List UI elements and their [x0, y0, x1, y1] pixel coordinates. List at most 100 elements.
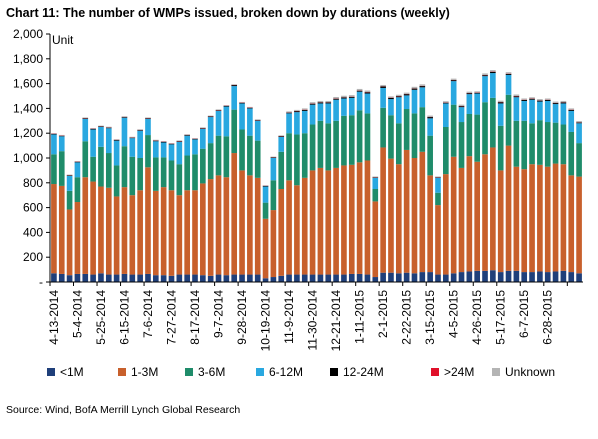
bar-segment	[427, 118, 433, 136]
bar-segment	[301, 133, 308, 178]
bar-stack	[192, 138, 198, 282]
bar-segment	[490, 270, 496, 282]
bar-segment	[254, 177, 261, 275]
bar-segment	[168, 275, 175, 282]
bar-segment	[270, 158, 277, 181]
bar-segment	[192, 274, 198, 282]
bar-segment	[552, 103, 559, 105]
bar-stack	[505, 72, 512, 282]
bar-segment	[254, 120, 261, 141]
bar-segment	[356, 273, 363, 282]
bar-stack	[356, 88, 363, 282]
bar-stack	[215, 109, 222, 282]
bar-segment	[490, 71, 496, 74]
bar-stack	[286, 111, 292, 282]
y-tick-label: -	[39, 275, 43, 289]
bar-segment	[325, 123, 332, 171]
bar-segment	[364, 90, 371, 93]
bar-segment	[419, 87, 426, 108]
bar-segment	[223, 177, 230, 276]
bar-segment	[364, 93, 371, 114]
bar-segment	[482, 75, 488, 77]
bar-segment	[74, 273, 81, 282]
bar-segment	[145, 167, 151, 274]
bar-segment	[435, 205, 441, 275]
bar-segment	[380, 86, 386, 88]
bar-segment	[521, 169, 528, 273]
bar-segment	[152, 139, 159, 141]
bar-segment	[113, 140, 120, 166]
x-tick-label: 5-17-2015	[494, 290, 508, 345]
bar-segment	[207, 116, 214, 118]
bar-segment	[168, 160, 175, 191]
bar-segment	[145, 117, 151, 119]
bar-segment	[529, 97, 535, 99]
bar-segment	[490, 147, 496, 271]
bar-segment	[145, 273, 151, 282]
bar-stack	[513, 94, 520, 282]
bar-segment	[184, 155, 190, 191]
bar-segment	[129, 274, 136, 282]
bar-segment	[544, 122, 551, 167]
bar-segment	[576, 122, 582, 124]
bar-segment	[207, 275, 214, 282]
bar-segment	[129, 138, 136, 157]
bar-segment	[576, 273, 582, 282]
legend-item: 6-12M	[256, 365, 303, 379]
bar-segment	[82, 177, 89, 274]
bar-segment	[544, 272, 551, 282]
x-tick-label: 8-17-2014	[188, 290, 202, 345]
bar-stack	[301, 108, 308, 282]
bar-segment	[129, 156, 136, 196]
legend-item: 12-24M	[330, 365, 384, 379]
bar-segment	[466, 113, 473, 157]
bar-segment	[270, 210, 277, 278]
y-tick-label: 200	[23, 250, 43, 264]
bar-segment	[466, 156, 473, 272]
bar-segment	[372, 277, 379, 282]
bar-segment	[372, 176, 379, 178]
bar-segment	[168, 143, 175, 144]
bar-segment	[152, 157, 159, 191]
bar-segment	[239, 101, 245, 103]
bar-segment	[348, 97, 355, 116]
bar-stack	[529, 97, 535, 282]
bar-segment	[403, 149, 410, 273]
bar-segment	[98, 273, 104, 282]
bar-segment	[435, 274, 441, 282]
bar-segment	[160, 141, 167, 143]
bar-segment	[137, 130, 143, 158]
bar-segment	[66, 175, 73, 191]
x-tick-label: 1-11-2015	[353, 290, 367, 344]
bar-segment	[98, 125, 104, 127]
x-tick-label: 6-28-2015	[541, 290, 555, 345]
bar-segment	[82, 118, 89, 142]
bar-segment	[341, 274, 347, 282]
bar-segment	[231, 85, 238, 87]
bar-stack	[435, 176, 441, 282]
bar-segment	[474, 114, 480, 162]
bar-segment	[560, 124, 567, 165]
bar-segment	[482, 76, 488, 103]
bar-segment	[560, 100, 567, 103]
bar-segment	[137, 129, 143, 130]
bar-segment	[466, 93, 473, 95]
x-tick-label: 7-27-2014	[164, 290, 178, 345]
bar-segment	[121, 187, 128, 274]
bar-segment	[82, 118, 89, 119]
bar-segment	[505, 270, 512, 282]
bar-segment	[301, 109, 308, 111]
bar-segment	[121, 116, 128, 117]
bar-segment	[537, 164, 543, 272]
bar-segment	[348, 115, 355, 165]
y-tick-label: 2,000	[13, 27, 43, 41]
bar-segment	[317, 274, 324, 282]
bar-segment	[490, 97, 496, 148]
bar-segment	[560, 270, 567, 282]
bar-segment	[505, 145, 512, 271]
bar-segment	[333, 98, 339, 100]
y-tick-label: 400	[23, 225, 43, 239]
bar-segment	[270, 180, 277, 211]
bar-segment	[58, 151, 65, 186]
bar-segment	[356, 88, 363, 91]
